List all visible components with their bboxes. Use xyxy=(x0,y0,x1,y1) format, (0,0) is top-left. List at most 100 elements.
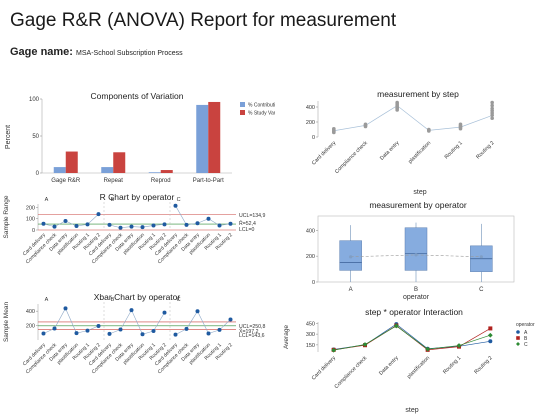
mean-point xyxy=(414,253,418,257)
data-point xyxy=(490,103,494,108)
mean-point xyxy=(349,255,353,259)
data-point xyxy=(63,306,68,311)
data-point xyxy=(107,222,112,227)
x-tick-label: Card delivery xyxy=(311,140,338,167)
data-point xyxy=(129,224,134,229)
y-tick-label: 400 xyxy=(26,309,35,315)
data-point xyxy=(85,222,90,227)
center-label: R̄=52,4 xyxy=(239,220,256,227)
bar-contribution xyxy=(196,104,209,173)
data-point xyxy=(41,331,46,336)
y-tick-label: 200 xyxy=(306,254,315,260)
data-point xyxy=(129,308,134,313)
data-point xyxy=(173,332,178,337)
marker-C xyxy=(425,346,431,352)
x-tick-label: B xyxy=(414,287,418,293)
data-point xyxy=(85,328,90,333)
bar-study-var xyxy=(65,151,78,173)
legend-marker xyxy=(516,342,520,346)
data-point xyxy=(162,310,167,315)
y-tick-label: 400 xyxy=(306,105,315,111)
x-axis-label: operator xyxy=(403,294,430,301)
center-label: X̄=197,2 xyxy=(239,328,259,335)
measurement-by-operator-chart: measurement by operator 0 200 400 A B Coperato… xyxy=(306,200,515,301)
marker-B xyxy=(488,326,493,331)
series-line xyxy=(175,310,231,335)
data-point xyxy=(96,323,101,328)
data-point xyxy=(490,106,494,111)
xbar-chart-by-operator: Xbar Chart by operator Sample Mean 200 400 U… xyxy=(3,292,266,375)
y-axis-label: Percent xyxy=(5,125,12,149)
legend-title: operator xyxy=(516,322,535,328)
marker-A xyxy=(488,339,493,344)
data-point xyxy=(195,221,200,226)
x-tick-label: Compliance check xyxy=(334,140,369,175)
data-point xyxy=(490,116,494,121)
chart-title: measurement by step xyxy=(377,89,459,99)
x-tick-label: Routing 2 xyxy=(473,355,493,375)
bar-study-var xyxy=(160,170,173,173)
chart-title: step * operator Interaction xyxy=(365,307,463,317)
x-tick-label: plastification xyxy=(406,355,431,380)
y-tick-label: 100 xyxy=(29,97,40,103)
data-point xyxy=(395,100,399,105)
bar-study-var xyxy=(208,101,221,173)
data-point xyxy=(118,327,123,332)
data-point xyxy=(96,212,101,217)
y-tick-label: 0 xyxy=(32,228,35,234)
legend-label: C xyxy=(524,342,528,348)
bar-contribution xyxy=(148,172,161,173)
y-tick-label: 300 xyxy=(306,332,315,338)
legend-label: % Study Var xyxy=(248,111,275,117)
data-point xyxy=(173,203,178,208)
x-tick-label: Repeat xyxy=(104,178,124,184)
x-tick-label: Data entry xyxy=(378,355,400,377)
group-label: B xyxy=(111,197,115,203)
data-point xyxy=(458,124,463,129)
marker-C xyxy=(456,343,462,348)
legend-marker xyxy=(516,336,520,340)
y-tick-label: 400 xyxy=(306,228,315,234)
data-point xyxy=(395,105,399,109)
data-point xyxy=(41,221,46,226)
group-label: B xyxy=(111,297,115,303)
data-point xyxy=(184,222,189,227)
mean-point xyxy=(479,255,483,259)
step-operator-interaction-chart: step * operator Interaction Average 150 300… xyxy=(283,307,535,414)
x-axis-label: step xyxy=(413,189,426,196)
ucl-label: UCL=134,9 xyxy=(239,213,266,219)
lcl-label: LCL=143,6 xyxy=(239,333,265,339)
y-tick-label: 450 xyxy=(306,321,315,327)
chart-title: R Chart by operator xyxy=(100,192,175,202)
data-point xyxy=(332,126,336,131)
x-tick-label: Part-to-Part xyxy=(193,178,224,184)
data-point xyxy=(74,331,79,336)
x-tick-label: C xyxy=(479,287,484,293)
chart-title: Components of Variation xyxy=(91,91,184,101)
data-point xyxy=(217,327,222,332)
data-point xyxy=(140,225,145,230)
data-point xyxy=(151,329,156,333)
y-tick-label: 50 xyxy=(32,134,39,140)
y-tick-label: 0 xyxy=(36,171,40,177)
report-title: Gage R&R (ANOVA) Report for measurement xyxy=(10,10,397,31)
data-point xyxy=(118,225,123,230)
data-point xyxy=(217,223,222,228)
gage-name-label: Gage name: xyxy=(10,46,73,58)
measurement-by-step-chart: measurement by step 0 200 400 Card deliveryC… xyxy=(306,89,496,196)
data-point xyxy=(427,128,431,132)
series-line xyxy=(43,213,99,227)
x-tick-label: Data entry xyxy=(379,140,401,162)
y-tick-label: 100 xyxy=(26,217,35,223)
marker-C xyxy=(393,323,399,329)
y-axis-label: Sample Mean xyxy=(3,302,10,342)
legend-marker xyxy=(516,330,520,334)
legend-label: B xyxy=(524,336,528,342)
data-point xyxy=(206,331,211,336)
chart-title: Xbar Chart by operator xyxy=(94,292,181,302)
data-point xyxy=(332,129,336,134)
data-point xyxy=(52,326,57,331)
data-point xyxy=(162,222,167,227)
group-label: A xyxy=(45,197,49,203)
group-label: C xyxy=(177,297,181,303)
